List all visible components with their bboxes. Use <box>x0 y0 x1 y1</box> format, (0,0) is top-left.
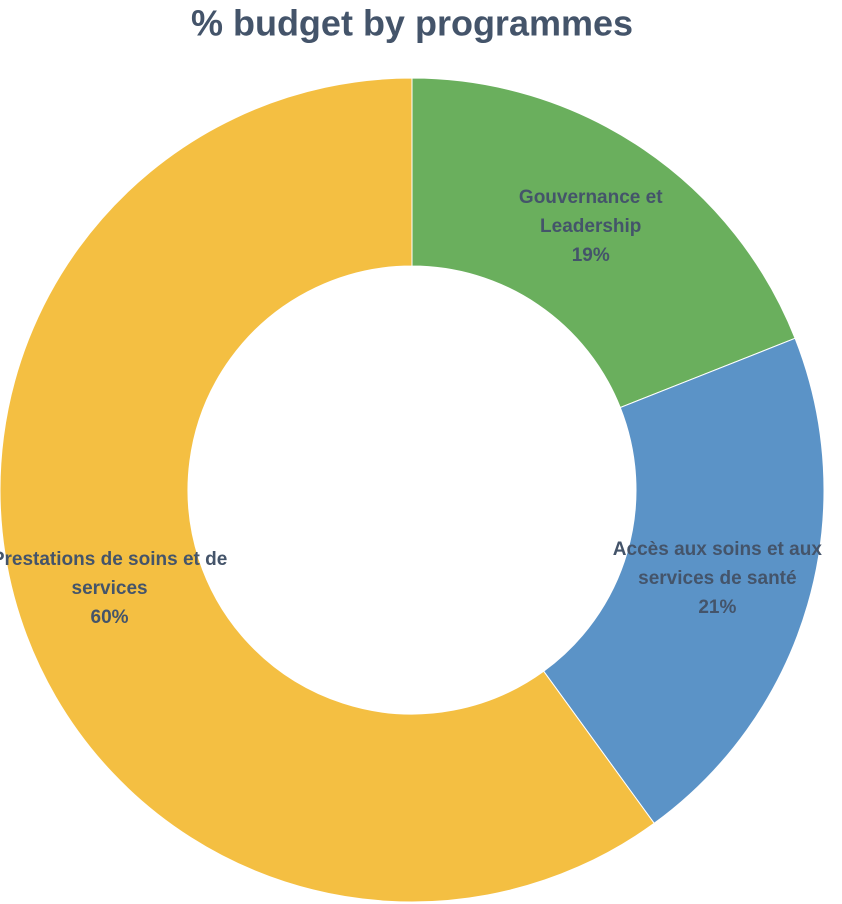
data-label: Prestations de soins et de services 60% <box>0 538 230 638</box>
data-label: Accès aux soins et aux services de santé… <box>597 529 837 629</box>
data-label-box: Prestations de soins et de services 60% <box>0 538 230 638</box>
value-label: 60% <box>90 606 129 628</box>
category-label: Gouvernance et Leadership <box>518 187 663 238</box>
data-label: Gouvernance et Leadership 19% <box>471 177 711 277</box>
donut-slice <box>411 77 796 409</box>
chart-title: % budget by programmes <box>191 3 633 44</box>
donut-slice <box>0 77 655 903</box>
category-label: Accès aux soins et aux services de santé <box>612 539 822 590</box>
data-label-box: Accès aux soins et aux services de santé… <box>597 529 837 629</box>
value-label: 21% <box>698 597 737 619</box>
data-label-box: Gouvernance et Leadership 19% <box>471 177 711 277</box>
category-label: Prestations de soins et de services <box>0 548 228 599</box>
value-label: 19% <box>571 245 610 267</box>
donut-slice <box>542 337 825 825</box>
